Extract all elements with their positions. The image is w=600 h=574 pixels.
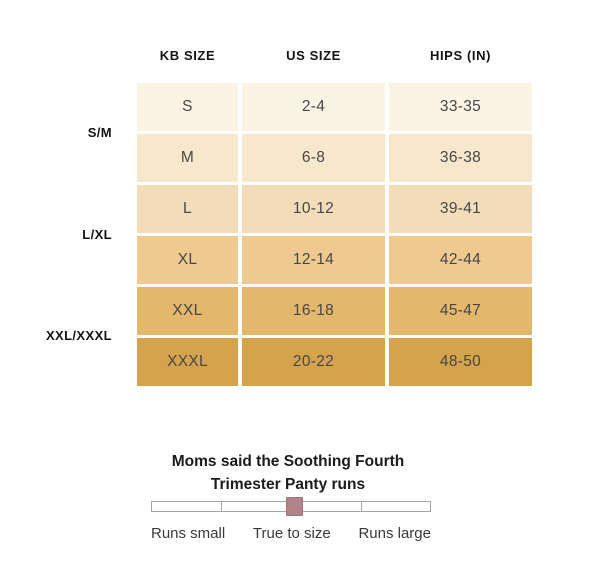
track-divider: [221, 502, 222, 511]
track-divider: [361, 502, 362, 511]
column-header-hips-in: HIPS (IN): [429, 48, 491, 63]
fit-label-runs-large: Runs large: [358, 525, 431, 542]
table-cell-us-xxl: 16-18: [242, 287, 385, 335]
fit-scale-handle[interactable]: [286, 497, 303, 516]
row-group-label-xxlxxxl: XXL/XXXL: [45, 328, 112, 343]
row-group-label-lxl: L/XL: [82, 227, 112, 242]
fit-scale-title: Moms said the Soothing Fourth Trimester …: [88, 450, 488, 496]
table-cell-us-xl: 12-14: [242, 236, 385, 284]
table-header-row: KB SIZE US SIZE HIPS (IN): [137, 48, 532, 64]
table-cell-hips-xxl: 45-47: [389, 287, 532, 335]
table-cell-kb-l: L: [137, 185, 238, 233]
table-cell-hips-m: 36-38: [389, 134, 532, 182]
row-group-label-sm: S/M: [87, 125, 112, 140]
table-cell-hips-l: 39-41: [389, 185, 532, 233]
table-cell-hips-xl: 42-44: [389, 236, 532, 284]
size-table: S 2-4 33-35 M 6-8 36-38 L 10-12 39-41 XL…: [137, 83, 532, 386]
table-cell-kb-xl: XL: [137, 236, 238, 284]
table-cell-kb-s: S: [137, 83, 238, 131]
table-cell-us-l: 10-12: [242, 185, 385, 233]
table-cell-hips-s: 33-35: [389, 83, 532, 131]
column-header-us-size: US SIZE: [286, 48, 341, 63]
table-cell-us-s: 2-4: [242, 83, 385, 131]
table-cell-us-xxxl: 20-22: [242, 338, 385, 386]
fit-label-runs-small: Runs small: [151, 525, 226, 542]
table-cell-us-m: 6-8: [242, 134, 385, 182]
fit-scale-title-line2: Trimester Panty runs: [210, 476, 366, 493]
fit-label-true-to-size: True to size: [252, 525, 331, 542]
fit-scale-title-line1: Moms said the Soothing Fourth: [171, 453, 405, 470]
fit-scale-labels: Runs small True to size Runs large: [151, 525, 431, 542]
column-header-kb-size: KB SIZE: [159, 48, 216, 63]
table-cell-kb-m: M: [137, 134, 238, 182]
table-cell-kb-xxl: XXL: [137, 287, 238, 335]
table-cell-kb-xxxl: XXXL: [137, 338, 238, 386]
table-cell-hips-xxxl: 48-50: [389, 338, 532, 386]
